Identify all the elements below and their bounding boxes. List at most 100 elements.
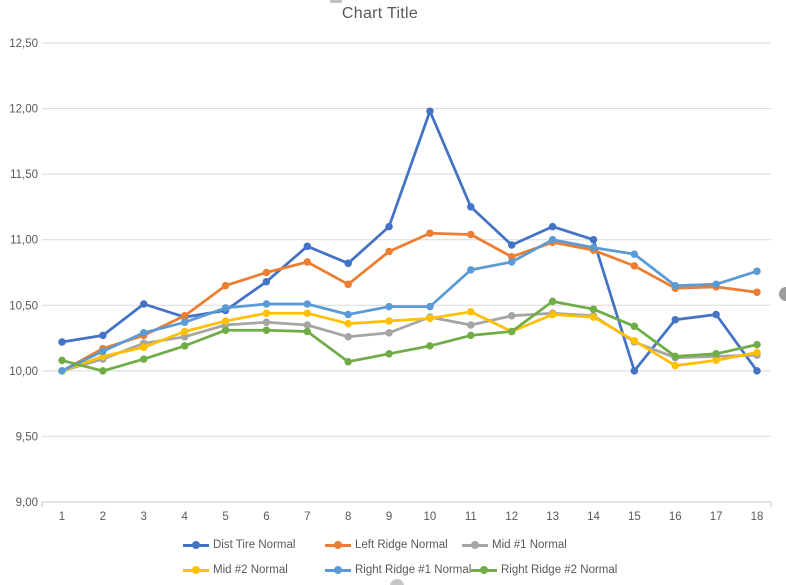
data-point bbox=[589, 313, 598, 321]
x-tick-label: 11 bbox=[465, 511, 477, 523]
legend-label: Right Ridge #2 Normal bbox=[501, 564, 618, 576]
legend-label: Dist Tire Normal bbox=[213, 539, 296, 551]
data-point bbox=[344, 357, 352, 366]
data-point bbox=[467, 331, 475, 340]
x-tick-label: 14 bbox=[587, 511, 600, 523]
legend-item-right-ridge-2-normal[interactable]: Right Ridge #2 Normal bbox=[471, 562, 617, 578]
y-axis-labels: 9,00 9,50 10,00 10,50 11,00 11,50 12,00 12,50 bbox=[9, 38, 38, 509]
data-point bbox=[712, 310, 720, 319]
data-point bbox=[712, 280, 720, 289]
legend-item-right-ridge-1-normal[interactable]: Right Ridge #1 Normal bbox=[325, 562, 471, 578]
data-point bbox=[467, 308, 475, 316]
data-point bbox=[180, 318, 189, 327]
legend-label: Left Ridge Normal bbox=[355, 539, 448, 551]
x-tick-label: 3 bbox=[141, 511, 147, 523]
data-point bbox=[180, 342, 189, 350]
y-tick-label: 12,50 bbox=[9, 38, 38, 50]
data-point bbox=[344, 319, 352, 328]
x-tick-label: 9 bbox=[386, 511, 392, 523]
series-mid-2-normal[interactable] bbox=[58, 308, 761, 375]
gridlines bbox=[42, 42, 771, 503]
data-point bbox=[589, 235, 598, 244]
data-point bbox=[467, 230, 475, 239]
x-tick-label: 1 bbox=[59, 511, 65, 523]
data-point bbox=[426, 314, 434, 323]
legend-item-dist-tire-normal[interactable]: Dist Tire Normal bbox=[183, 537, 295, 553]
data-point bbox=[180, 312, 189, 320]
data-point bbox=[99, 331, 107, 340]
data-point bbox=[385, 302, 393, 311]
data-point bbox=[140, 300, 148, 308]
x-tick-label: 12 bbox=[505, 511, 518, 523]
data-point bbox=[303, 300, 312, 308]
data-point bbox=[140, 355, 148, 363]
data-point bbox=[467, 203, 475, 211]
legend-label: Mid #1 Normal bbox=[492, 539, 567, 551]
data-point bbox=[344, 310, 352, 319]
data-point bbox=[99, 352, 107, 361]
data-point bbox=[671, 281, 679, 290]
legend-item-left-ridge-normal[interactable]: Left Ridge Normal bbox=[325, 537, 448, 553]
y-tick-label: 9,00 bbox=[16, 497, 38, 509]
data-point bbox=[671, 352, 679, 361]
data-point bbox=[344, 259, 352, 268]
data-point bbox=[753, 288, 761, 296]
data-point bbox=[589, 243, 598, 252]
x-tick-label: 8 bbox=[345, 511, 351, 523]
data-point bbox=[507, 253, 516, 261]
legend-item-mid-2-normal[interactable]: Mid #2 Normal bbox=[183, 562, 288, 578]
x-tick-label: 15 bbox=[628, 511, 641, 523]
data-point bbox=[344, 333, 352, 341]
series-right-ridge-1-normal[interactable] bbox=[58, 235, 761, 375]
data-point bbox=[426, 229, 434, 237]
x-tick-label: 7 bbox=[304, 511, 310, 523]
x-tick-label: 2 bbox=[100, 511, 106, 523]
data-point bbox=[385, 317, 393, 325]
y-tick-label: 11,50 bbox=[10, 169, 38, 181]
legend-line-marker-icon bbox=[183, 541, 209, 550]
data-point bbox=[303, 242, 312, 251]
data-point bbox=[467, 321, 475, 329]
data-point bbox=[467, 266, 475, 274]
legend-item-mid-1-normal[interactable]: Mid #1 Normal bbox=[462, 537, 567, 553]
series-right-ridge-2-normal[interactable] bbox=[58, 297, 761, 375]
data-point bbox=[507, 241, 516, 249]
data-point bbox=[180, 327, 189, 336]
series-line-left-ridge-normal bbox=[60, 231, 759, 373]
data-point bbox=[589, 305, 598, 313]
data-point bbox=[140, 343, 148, 352]
data-point bbox=[548, 310, 557, 319]
data-point bbox=[426, 342, 434, 350]
series-dist-tire-normal[interactable] bbox=[58, 107, 761, 375]
data-point bbox=[507, 312, 516, 320]
data-point bbox=[426, 107, 434, 115]
data-point bbox=[385, 247, 393, 256]
data-point bbox=[221, 304, 230, 312]
data-point bbox=[262, 277, 271, 286]
legend-line-marker-icon bbox=[325, 566, 351, 575]
data-point bbox=[630, 367, 639, 375]
x-tick-label: 4 bbox=[181, 511, 188, 523]
y-tick-label: 12,00 bbox=[9, 104, 38, 116]
x-tick-label: 13 bbox=[546, 511, 559, 523]
data-point bbox=[630, 262, 639, 270]
x-tick-label: 5 bbox=[222, 511, 228, 523]
data-point bbox=[385, 350, 393, 358]
series-line-mid-2-normal bbox=[60, 310, 759, 373]
data-point bbox=[99, 367, 107, 375]
data-point bbox=[303, 309, 312, 317]
series-line-dist-tire-normal bbox=[60, 109, 759, 373]
data-point bbox=[262, 300, 271, 308]
legend-line-marker-icon bbox=[471, 566, 497, 575]
data-point bbox=[671, 361, 679, 370]
chart-title[interactable]: Chart Title bbox=[341, 5, 419, 22]
x-tick-label: 18 bbox=[751, 511, 764, 523]
data-point bbox=[753, 367, 761, 375]
data-point bbox=[221, 326, 230, 334]
data-point bbox=[712, 356, 720, 365]
data-point bbox=[262, 318, 271, 327]
data-point bbox=[303, 321, 312, 329]
data-point bbox=[221, 317, 230, 325]
legend-line-marker-icon bbox=[462, 541, 488, 550]
